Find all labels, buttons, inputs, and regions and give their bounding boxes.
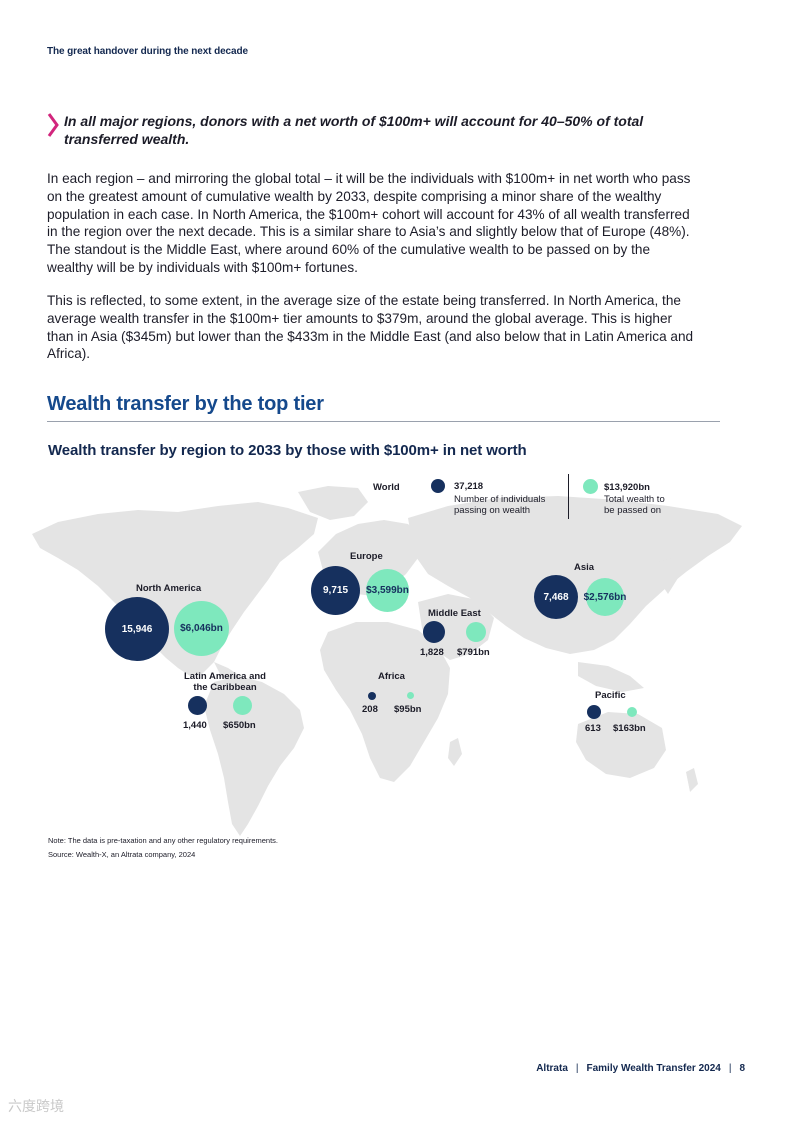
value-middle-east-individuals: 1,828	[420, 647, 444, 658]
region-label-latin-america-line-1: Latin America and	[183, 671, 266, 682]
legend-world-label: World	[373, 482, 400, 493]
chart-title: Wealth transfer by region to 2033 by tho…	[48, 442, 527, 459]
footer-separator-2: |	[728, 1063, 732, 1074]
value-africa-individuals: 208	[362, 704, 378, 715]
region-label-middle-east: Middle East	[428, 608, 481, 619]
bubble-latin-america-individuals	[188, 696, 207, 715]
chart-source: Source: Wealth-X, an Altrata company, 20…	[48, 850, 196, 859]
chart-note: Note: The data is pre-taxation and any o…	[48, 836, 278, 845]
section-label: The great handover during the next decad…	[47, 46, 248, 57]
region-label-pacific: Pacific	[595, 690, 626, 701]
page-footer: Altrata | Family Wealth Transfer 2024 | 8	[536, 1063, 745, 1074]
legend-individuals-swatch	[431, 479, 445, 493]
region-label-africa: Africa	[378, 671, 405, 682]
legend-divider	[568, 474, 569, 519]
footer-report-title: Family Wealth Transfer 2024	[586, 1063, 721, 1074]
region-label-latin-america: Latin America and the Caribbean	[170, 671, 280, 693]
chevron-right-icon	[47, 113, 59, 137]
footer-separator-1: |	[575, 1063, 579, 1074]
bubble-africa-wealth	[407, 692, 414, 699]
value-latin-america-individuals: 1,440	[183, 720, 207, 731]
bubble-africa-individuals	[368, 692, 376, 700]
region-label-asia: Asia	[574, 562, 595, 573]
legend-individuals-desc-2: passing on wealth	[454, 505, 531, 516]
bubble-middle-east-individuals	[423, 621, 445, 643]
legend-individuals-desc-1: Number of individuals	[454, 494, 546, 505]
watermark: 六度跨境	[8, 1099, 64, 1115]
legend-wealth-desc-2: be passed on	[604, 505, 662, 516]
callout-text: In all major regions, donors with a net …	[64, 113, 644, 147]
legend-individuals-value: 37,218	[454, 481, 484, 492]
bubble-asia-individuals: 7,468	[534, 575, 578, 619]
page-number: 8	[739, 1063, 745, 1074]
footer-brand: Altrata	[536, 1063, 568, 1074]
bubble-middle-east-wealth	[466, 622, 486, 642]
body-paragraph-2: This is reflected, to some extent, in th…	[47, 293, 694, 362]
callout: In all major regions, donors with a net …	[47, 112, 687, 148]
value-middle-east-wealth: $791bn	[457, 647, 490, 658]
bubble-pacific-individuals	[587, 705, 601, 719]
bubble-europe-wealth: $3,599bn	[366, 569, 409, 612]
body-paragraph-1: In each region – and mirroring the globa…	[47, 171, 691, 275]
region-label-north-america: North America	[136, 583, 202, 594]
bubble-europe-individuals: 9,715	[311, 566, 360, 615]
bubble-north-america-wealth: $6,046bn	[174, 601, 229, 656]
legend-wealth-value: $13,920bn	[604, 482, 650, 493]
region-label-europe: Europe	[350, 551, 383, 562]
value-latin-america-wealth: $650bn	[223, 720, 256, 731]
value-africa-wealth: $95bn	[394, 704, 422, 715]
legend-wealth-desc-1: Total wealth to	[604, 494, 665, 505]
bubble-latin-america-wealth	[233, 696, 252, 715]
bubble-north-america-individuals: 15,946	[105, 597, 169, 661]
value-pacific-wealth: $163bn	[613, 723, 646, 734]
world-map	[32, 486, 742, 836]
region-label-latin-america-line-2: the Caribbean	[193, 682, 257, 693]
bubble-asia-wealth: $2,576bn	[584, 578, 626, 616]
heading-divider	[47, 421, 720, 422]
legend-wealth-swatch	[583, 479, 598, 494]
section-heading: Wealth transfer by the top tier	[47, 393, 324, 415]
value-pacific-individuals: 613	[585, 723, 601, 734]
bubble-pacific-wealth	[627, 707, 637, 717]
